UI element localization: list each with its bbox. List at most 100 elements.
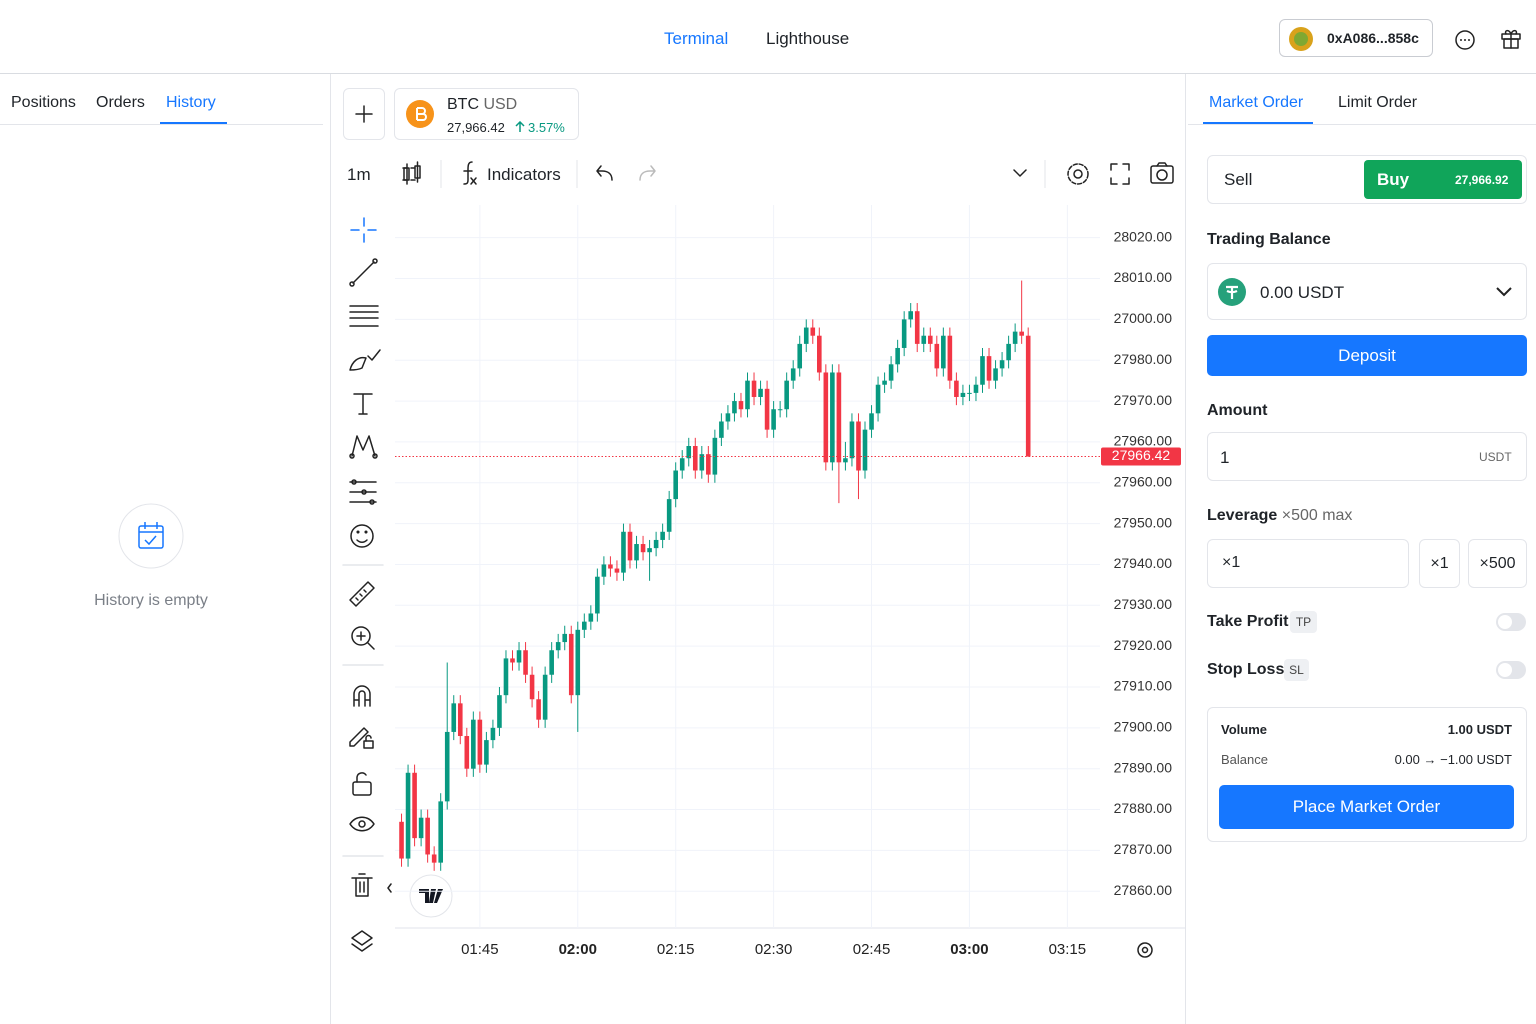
y-tick-label: 27900.00 <box>1114 719 1173 735</box>
amount-unit: USDT <box>1479 450 1512 464</box>
y-tick-label: 28010.00 <box>1114 269 1173 285</box>
x-tick-label: 01:45 <box>461 941 499 958</box>
leverage-button[interactable]: ×500 <box>1468 539 1527 588</box>
chat-icon-part <box>1464 39 1466 41</box>
candle-body <box>412 772 417 839</box>
candle-body <box>797 343 803 369</box>
candle-body <box>954 380 959 397</box>
empty-icon-part <box>118 503 184 569</box>
deposit-button[interactable]: Deposit <box>1207 335 1527 376</box>
timeframe[interactable]: 1m <box>347 165 371 184</box>
tab[interactable]: Positions <box>11 94 76 111</box>
candle-body <box>803 327 809 344</box>
y-tick-label: 27930.00 <box>1114 596 1173 612</box>
sl-toggle[interactable] <box>1496 661 1526 679</box>
drawing-tools-part <box>349 816 375 832</box>
candle-body <box>777 409 783 411</box>
toolbar-icons-part <box>1156 162 1168 167</box>
gift-icon[interactable] <box>1499 26 1523 50</box>
drawing-tools-part <box>351 626 371 646</box>
candle-body <box>771 409 776 430</box>
leverage-input[interactable] <box>1207 539 1409 588</box>
nav-tab[interactable]: Terminal <box>664 29 729 48</box>
summary-card <box>1207 707 1527 842</box>
y-tick-label: 27860.00 <box>1114 882 1173 898</box>
candle-body <box>980 356 985 385</box>
candle-body <box>497 695 502 728</box>
candle-body <box>1006 343 1011 361</box>
indicators-button[interactable]: Indicators <box>487 165 561 184</box>
drawing-tools-part <box>387 883 392 893</box>
y-tick-label: 27940.00 <box>1114 555 1173 571</box>
candle-body <box>562 633 568 643</box>
wallet-button[interactable] <box>1279 19 1433 57</box>
candle-body <box>405 772 411 859</box>
tab-underline <box>1203 122 1313 124</box>
candle-body <box>993 368 998 381</box>
candle-body <box>634 544 639 561</box>
candle-body <box>947 335 953 381</box>
buy-button[interactable] <box>1364 160 1522 199</box>
candle-body <box>660 531 665 540</box>
sell-button[interactable]: Sell <box>1224 170 1253 189</box>
candle-body <box>888 364 894 381</box>
tab[interactable]: Limit Order <box>1338 94 1418 111</box>
leverage-button[interactable]: ×1 <box>1419 539 1460 588</box>
candle-body <box>738 401 744 410</box>
candle-body <box>967 392 972 394</box>
drawing-tools <box>342 217 392 952</box>
candle-body <box>614 568 620 573</box>
tp-toggle[interactable] <box>1496 613 1526 631</box>
y-tick-label: 27980.00 <box>1114 351 1173 367</box>
toolbar-icons-part-part <box>403 167 410 181</box>
volume-value: 1.00 USDT <box>1447 722 1512 737</box>
drawing-tools-part <box>351 873 373 897</box>
tv-logo-mark <box>419 889 443 903</box>
tab-active[interactable]: Market Order <box>1209 94 1304 111</box>
tab-active[interactable]: History <box>166 94 216 111</box>
candle-body <box>699 454 705 471</box>
candle-body <box>575 629 581 696</box>
y-tick-label: 28020.00 <box>1114 228 1173 244</box>
candle-body <box>921 335 927 344</box>
tab-border <box>1188 124 1536 125</box>
candle-body <box>679 458 685 471</box>
candle-body <box>895 347 900 365</box>
toolbar-icons-part <box>1150 165 1174 184</box>
header-border <box>0 73 1536 74</box>
balance-select[interactable] <box>1207 263 1527 320</box>
candle-body <box>882 380 887 385</box>
candle-body <box>647 548 652 553</box>
drawing-tools-part <box>356 530 360 534</box>
usdt-icon <box>1218 278 1246 306</box>
nav-tab[interactable]: Lighthouse <box>766 29 850 48</box>
candle-body <box>542 674 548 720</box>
amount-input[interactable] <box>1207 432 1527 481</box>
drawing-tools-part <box>356 772 367 783</box>
tab-border <box>0 124 323 125</box>
drawing-tools-part <box>349 305 379 327</box>
tab[interactable]: Orders <box>96 94 145 111</box>
btc-icon <box>406 100 434 128</box>
x-tick-label: 03:00 <box>950 941 988 958</box>
place-order-button[interactable]: Place Market Order <box>1219 785 1514 829</box>
y-tick-label: 27960.00 <box>1114 473 1173 489</box>
axis-settings[interactable] <box>1137 942 1153 958</box>
amount-value: 1 <box>1220 448 1230 467</box>
gift-icon-part <box>1504 29 1518 49</box>
candle-body <box>999 360 1005 369</box>
buy-price: 27,966.92 <box>1455 173 1509 187</box>
drawing-tools-part <box>358 820 366 828</box>
x-tick-label: 02:15 <box>657 941 695 958</box>
symbol-button[interactable] <box>394 88 579 140</box>
candle-body <box>856 421 861 471</box>
balance-change: 0.00 → −1.00 USDT <box>1394 752 1512 767</box>
candle-body <box>621 531 626 573</box>
y-tick-label: 27970.00 <box>1114 392 1173 408</box>
add-button[interactable] <box>343 88 385 140</box>
candle-body <box>640 544 646 553</box>
chat-icon[interactable] <box>1453 28 1477 52</box>
tab-underline <box>160 122 227 124</box>
candle-body <box>490 727 496 741</box>
